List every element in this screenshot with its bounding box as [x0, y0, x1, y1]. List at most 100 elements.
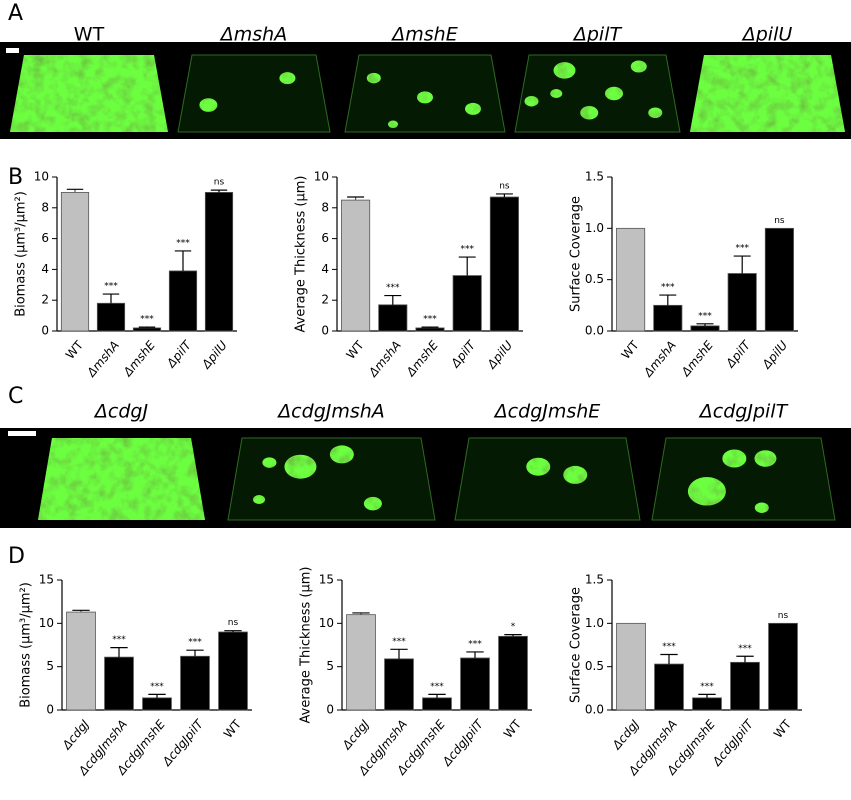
y-tick-label: 0	[46, 703, 54, 717]
substrate	[177, 54, 331, 133]
bar	[142, 697, 172, 711]
x-tick-label: WT	[619, 338, 642, 362]
y-tick-label: 10	[319, 616, 334, 630]
significance: ns	[778, 611, 789, 621]
bar	[415, 327, 445, 332]
significance: ***	[188, 638, 202, 648]
colony	[553, 62, 576, 79]
x-tick-label: WT	[771, 717, 794, 741]
bar	[378, 304, 408, 332]
y-tick-label: 0.5	[585, 659, 604, 673]
bar	[616, 622, 646, 711]
x-tick-label: ΔpilU	[484, 338, 516, 372]
y-tick-label: 0.0	[585, 703, 604, 717]
x-tick-label: ΔpilU	[199, 338, 231, 372]
y-axis-label: Average Thickness (µm)	[294, 176, 309, 333]
colony	[687, 477, 726, 506]
bar	[60, 191, 90, 332]
colony	[550, 89, 563, 98]
y-tick-label: 2	[321, 293, 329, 307]
substrate	[514, 54, 681, 133]
bar	[96, 302, 126, 332]
y-axis-label: Biomass (µm³/µm²)	[14, 191, 29, 317]
bar	[460, 657, 490, 711]
substrate	[651, 437, 836, 521]
panel-label: C	[8, 384, 23, 409]
significance: ***	[735, 244, 749, 254]
y-axis-label: Surface Coverage	[569, 196, 584, 312]
y-tick-label: 10	[314, 170, 329, 184]
bar	[616, 227, 646, 332]
colony	[563, 465, 588, 484]
bar	[180, 655, 210, 711]
image-label: ΔcdgJmshE	[493, 401, 601, 423]
x-tick-label: ΔcdgJ	[609, 717, 642, 753]
panel-label: A	[8, 1, 23, 26]
colony	[284, 454, 317, 479]
y-tick-label: 5	[326, 659, 334, 673]
significance: ***	[662, 642, 676, 652]
significance: ***	[423, 315, 437, 325]
bar	[218, 631, 248, 711]
colony	[465, 102, 481, 115]
image-label: ΔcdgJpilT	[698, 401, 789, 423]
significance: ***	[150, 682, 164, 692]
colony	[417, 91, 433, 104]
colony	[199, 98, 218, 112]
colony	[605, 86, 623, 101]
y-axis-label: Biomass (µm³/µm²)	[19, 582, 34, 708]
bar	[768, 622, 798, 711]
significance: ***	[392, 637, 406, 647]
significance: ***	[738, 644, 752, 654]
significance: ***	[386, 283, 400, 293]
y-tick-label: 6	[321, 231, 329, 245]
x-tick-label: ΔmshA	[84, 338, 122, 380]
x-tick-label: ΔcdgJpilT	[159, 716, 207, 769]
panel-label: B	[8, 165, 23, 190]
x-tick-label: WT	[221, 717, 244, 741]
significance: ***	[104, 282, 118, 292]
colony	[262, 457, 277, 468]
y-tick-label: 1.0	[585, 616, 604, 630]
x-tick-label: ΔpilU	[759, 338, 791, 372]
x-tick-label: ΔpilT	[448, 337, 480, 371]
significance: ***	[460, 245, 474, 255]
bar	[498, 635, 528, 711]
image-label: ΔmshA	[219, 24, 287, 46]
colony	[329, 445, 354, 464]
y-tick-label: 8	[321, 200, 329, 214]
colony	[526, 457, 551, 476]
y-tick-label: 0	[326, 703, 334, 717]
colony	[630, 60, 647, 73]
y-tick-label: 0.5	[585, 272, 604, 286]
bar	[452, 275, 482, 332]
image-label: ΔcdgJ	[93, 401, 149, 423]
colony	[648, 107, 663, 118]
y-tick-label: 15	[39, 573, 54, 587]
image-label: WT	[74, 24, 105, 46]
image-label: ΔpilT	[572, 24, 623, 46]
y-tick-label: 4	[41, 262, 49, 276]
x-tick-label: ΔcdgJ	[339, 717, 372, 753]
bar	[204, 191, 234, 332]
y-tick-label: 4	[321, 262, 329, 276]
y-tick-label: 1.5	[585, 573, 604, 587]
bar	[690, 325, 720, 332]
bar	[730, 661, 760, 711]
y-axis-label: Average Thickness (µm)	[299, 567, 314, 724]
x-tick-label: WT	[501, 717, 524, 741]
colony	[279, 72, 296, 85]
significance: ***	[661, 283, 675, 293]
y-tick-label: 1.5	[585, 170, 604, 184]
colony	[580, 106, 599, 120]
bar	[764, 227, 794, 332]
colony	[754, 450, 777, 467]
colony	[366, 72, 381, 84]
bar	[653, 304, 683, 332]
y-tick-label: 1.0	[585, 221, 604, 235]
colony	[524, 95, 539, 107]
biofilm-texture	[10, 55, 168, 132]
bar	[341, 199, 371, 332]
y-tick-label: 10	[39, 616, 54, 630]
image-label: ΔmshE	[390, 24, 457, 46]
